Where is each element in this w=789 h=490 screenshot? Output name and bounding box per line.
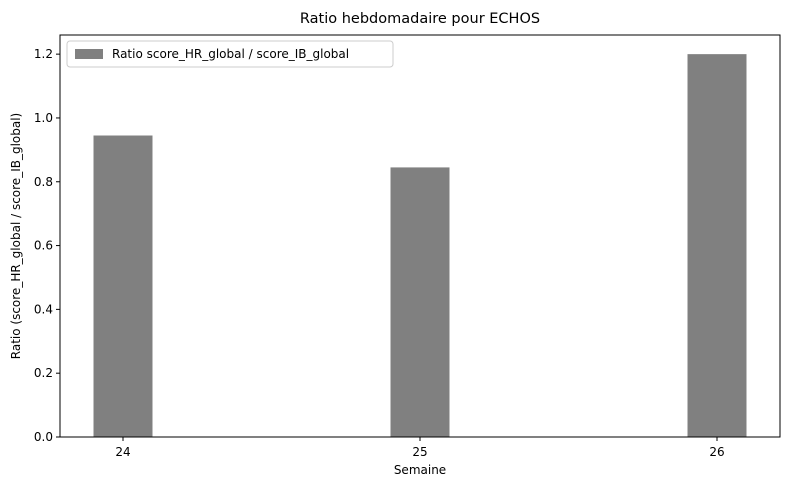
x-tick-label: 26 xyxy=(709,445,724,459)
legend-label: Ratio score_HR_global / score_IB_global xyxy=(112,47,349,61)
legend-box xyxy=(66,40,394,68)
y-tick-label: 0.6 xyxy=(34,239,53,253)
legend: Ratio score_HR_global / score_IB_global xyxy=(66,40,394,68)
y-tick-label: 0.8 xyxy=(34,175,53,189)
y-tick-label: 0.2 xyxy=(34,366,53,380)
y-axis-ticks: 0.0 0.2 0.4 0.6 0.8 1.0 1.2 xyxy=(34,47,60,444)
legend-swatch xyxy=(75,49,103,59)
y-tick-label: 0.0 xyxy=(34,430,53,444)
y-axis-label: Ratio (score_HR_global / score_IB_global… xyxy=(9,113,23,359)
y-tick-label: 1.2 xyxy=(34,47,53,61)
x-axis-label: Semaine xyxy=(394,463,446,477)
x-tick-label: 25 xyxy=(412,445,427,459)
bar-week-26 xyxy=(687,54,747,438)
y-tick-label: 0.4 xyxy=(34,302,53,316)
x-tick-label: 24 xyxy=(115,445,130,459)
bar-week-24 xyxy=(93,135,153,437)
x-axis-ticks: 24 25 26 xyxy=(115,437,725,459)
plot-frame xyxy=(59,34,781,438)
bar-week-25 xyxy=(390,167,450,437)
y-tick-label: 1.0 xyxy=(34,111,53,125)
chart-title: Ratio hebdomadaire pour ECHOS xyxy=(300,11,540,27)
bars-group xyxy=(93,54,747,438)
